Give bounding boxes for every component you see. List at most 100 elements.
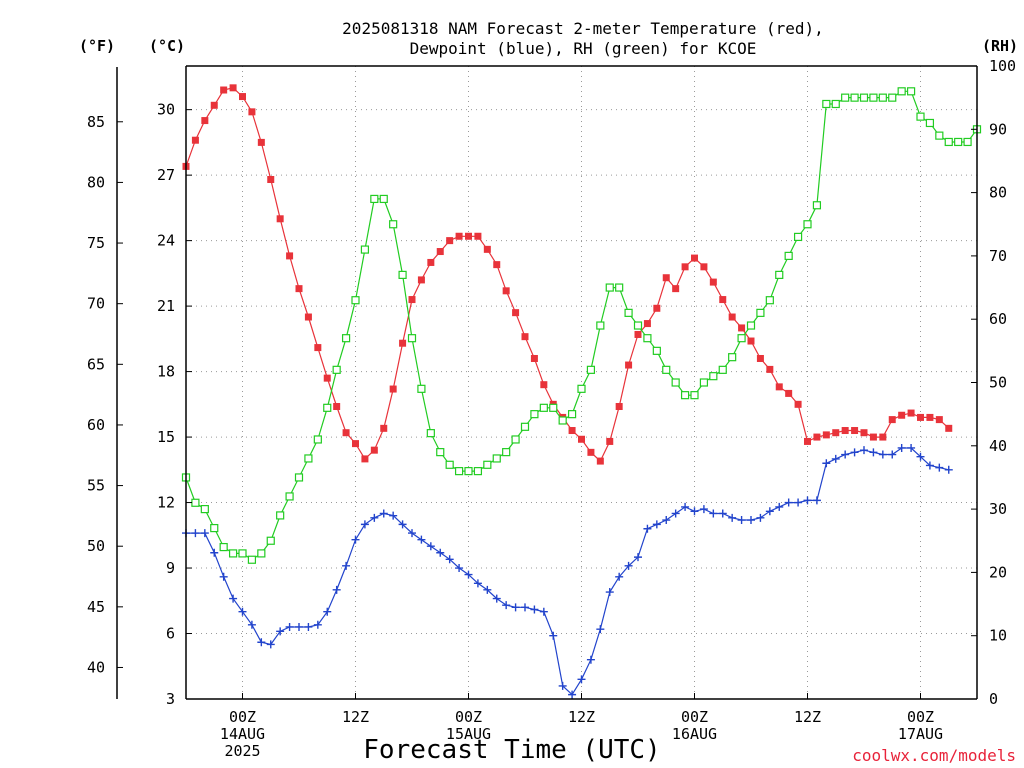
temperature-point <box>653 304 661 312</box>
temperature-point <box>832 429 840 437</box>
temperature-point <box>323 374 331 382</box>
temperature-point <box>625 361 633 369</box>
x-tick-label: 16AUG <box>672 725 717 743</box>
rh-point <box>304 454 313 463</box>
temperature-point <box>399 339 407 347</box>
celsius-tick-label: 24 <box>157 232 175 250</box>
rh-point <box>473 467 483 476</box>
series-layer <box>181 84 982 699</box>
rh-point <box>285 492 294 501</box>
rh-point <box>341 334 351 343</box>
temperature-point <box>474 232 482 240</box>
temperature-point <box>248 108 256 116</box>
rh-point <box>530 410 539 419</box>
dewpoint-point <box>784 498 793 507</box>
rh-point <box>191 498 200 507</box>
rh-point <box>765 296 774 305</box>
rh-point <box>709 372 718 381</box>
dewpoint-point <box>539 607 548 616</box>
temperature-point <box>521 333 529 341</box>
celsius-tick-label: 15 <box>157 428 175 446</box>
dewpoint-point <box>737 516 746 525</box>
rh-point <box>398 270 407 279</box>
rh-tick-label: 90 <box>989 120 1007 138</box>
rh-point <box>407 334 417 343</box>
rh-point <box>718 365 727 374</box>
celsius-unit-label: (°C) <box>149 37 185 55</box>
temperature-point <box>361 455 369 463</box>
rh-point <box>266 536 275 545</box>
dewpoint-point <box>238 607 247 616</box>
fahrenheit-tick-label: 65 <box>87 355 105 373</box>
celsius-tick-label: 18 <box>157 363 175 381</box>
dewpoint-point <box>200 529 209 538</box>
temperature-point <box>606 437 614 445</box>
dewpoint-point <box>229 594 238 603</box>
temperature-point <box>502 287 510 295</box>
dewpoint-point <box>803 496 812 505</box>
rh-point <box>699 378 709 387</box>
rh-point <box>228 549 238 558</box>
x-tick-label: 00Z <box>455 708 482 726</box>
rh-point <box>888 93 897 102</box>
dewpoint-point <box>492 594 501 603</box>
rh-point <box>615 283 624 292</box>
series-rh <box>181 87 982 564</box>
rh-point <box>916 112 925 121</box>
rh-point <box>643 334 652 343</box>
x-tick-label: 12Z <box>794 708 821 726</box>
rh-point <box>841 93 850 102</box>
dewpoint-point <box>634 553 642 562</box>
rh-point <box>897 87 906 96</box>
temperature-point <box>512 309 520 317</box>
dewpoint-point <box>210 548 219 557</box>
dewpoint-point <box>417 535 426 544</box>
temperature-point <box>540 381 548 389</box>
rh-unit-label: (RH) <box>982 37 1018 55</box>
temperature-point <box>427 258 435 266</box>
rh-point <box>869 93 878 102</box>
temperature-point <box>804 437 811 445</box>
celsius-tick-label: 3 <box>166 690 175 708</box>
dewpoint-point <box>332 585 341 594</box>
temperature-line <box>185 87 950 463</box>
dewpoint-point <box>944 465 953 474</box>
dewpoint-point <box>323 607 332 616</box>
dewpoint-point <box>765 507 774 516</box>
temperature-point <box>851 427 859 435</box>
temperature-point <box>191 136 199 144</box>
fahrenheit-tick-label: 40 <box>87 658 105 676</box>
rh-point <box>633 321 643 330</box>
temperature-point <box>643 320 651 328</box>
dewpoint-point <box>191 529 200 538</box>
temperature-point <box>869 433 877 441</box>
rh-point <box>313 435 322 444</box>
dewpoint-point <box>681 502 690 511</box>
rh-point <box>906 87 916 96</box>
dewpoint-point <box>812 496 821 505</box>
dewpoint-point <box>219 572 228 581</box>
temperature-point <box>530 354 538 362</box>
temperature-point <box>700 263 708 271</box>
rh-point <box>483 460 492 469</box>
celsius-tick-label: 27 <box>157 166 175 184</box>
rh-point <box>426 429 435 438</box>
rh-point <box>492 454 501 463</box>
dewpoint-point <box>756 513 765 522</box>
rh-point <box>793 232 803 242</box>
temperature-point <box>370 446 378 454</box>
temperature-point <box>229 84 237 92</box>
dewpoint-point <box>483 585 492 594</box>
rh-tick-label: 40 <box>989 437 1007 455</box>
dewpoint-point <box>878 450 887 459</box>
dewpoint-point <box>313 620 322 629</box>
temperature-point <box>220 86 228 94</box>
temperature-point <box>728 313 736 321</box>
dewpoint-point <box>549 631 558 640</box>
rh-point <box>360 245 370 254</box>
dewpoint-point <box>643 524 652 533</box>
dewpoint-point <box>295 622 303 631</box>
dewpoint-point <box>342 561 351 570</box>
dewpoint-point <box>615 572 624 581</box>
dewpoint-point <box>916 452 925 461</box>
